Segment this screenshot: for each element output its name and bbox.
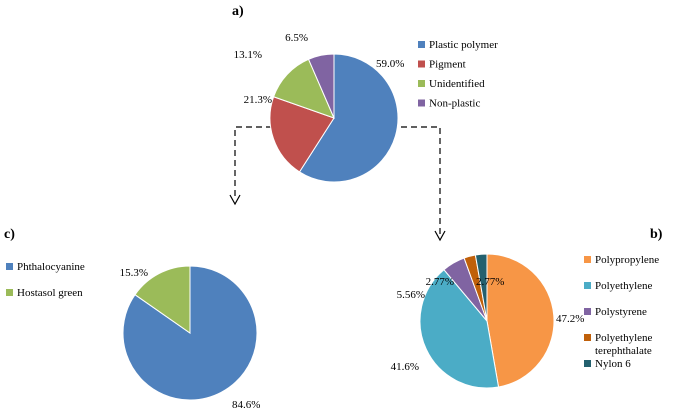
pie-slice-hostasol-green: [134, 265, 191, 334]
data-label-hostasol-green: 15.3%: [120, 267, 148, 279]
data-label-non-plastic: 6.5%: [285, 32, 308, 44]
pie-a: 59.0% 21.3% 13.1% 6.5%: [234, 32, 404, 183]
legend-label-nylon-6: Nylon 6: [595, 358, 631, 370]
legend-label-polyethylene: Polyethylene: [595, 280, 653, 292]
legend-swatch-polypropylene: [584, 256, 591, 263]
pie-slice-phthalocyanine: [122, 265, 258, 401]
arrow-to-c: [234, 126, 272, 200]
data-label-plastic-polymer: 59.0%: [376, 58, 404, 70]
legend-label-non-plastic: Non-plastic: [429, 98, 480, 110]
data-label-unidentified: 13.1%: [234, 49, 262, 61]
panel-label-c: c): [4, 227, 15, 242]
data-label-polyethylene-terephthalate: 2.77%: [426, 276, 454, 288]
legend-label-hostasol-green: Hostasol green: [17, 287, 83, 299]
data-label-pigment: 21.3%: [244, 94, 272, 106]
legend-swatch-phthalocyanine: [6, 263, 13, 270]
legend-swatch-polystyrene: [584, 308, 591, 315]
data-label-nylon-6: 2.77%: [476, 276, 504, 288]
data-label-polyethylene: 41.6%: [391, 361, 419, 373]
pie-slice-pigment: [269, 96, 335, 173]
pie-slice-plastic-polymer: [298, 53, 399, 183]
panel-label-b: b): [650, 227, 663, 242]
legend-label-polystyrene: Polystyrene: [595, 306, 647, 318]
pie-slice-polyethylene: [419, 268, 500, 389]
legend-label-polyethylene-terephthalate: Polyethylene terephthalate: [595, 332, 653, 357]
legend-a: Plastic polymer Pigment Unidentified Non-pl…: [418, 39, 498, 110]
legend-swatch-polyethylene: [584, 282, 591, 289]
legend-c: Phthalocyanine Hostasol green: [6, 261, 85, 299]
pie-slice-nylon-6: [474, 253, 488, 322]
arrowhead-b: [434, 230, 446, 242]
connector-arrows: [229, 126, 446, 242]
legend-swatch-nylon-6: [584, 360, 591, 367]
arrowhead-c: [229, 194, 241, 206]
pie-slice-non-plastic: [307, 53, 335, 119]
arrow-to-b: [401, 126, 441, 236]
legend-label-phthalocyanine: Phthalocyanine: [17, 261, 85, 273]
pie-slice-polypropylene: [486, 253, 555, 388]
legend-label-polypropylene: Polypropylene: [595, 254, 659, 266]
legend-swatch-non-plastic: [418, 99, 425, 107]
data-label-phthalocyanine: 84.6%: [232, 399, 260, 409]
pie-b: 47.2%41.6%5.56%2.77% 2.77%: [391, 253, 584, 389]
legend-label-plastic-polymer: Plastic polymer: [429, 39, 498, 51]
legend-label-unidentified: Unidentified: [429, 78, 485, 90]
data-label-polypropylene: 47.2%: [556, 313, 584, 325]
legend-swatch-unidentified: [418, 80, 425, 87]
panel-label-a: a): [232, 4, 244, 19]
pie-c: 84.6% 15.3%: [120, 265, 260, 409]
legend-swatch-hostasol-green: [6, 289, 13, 296]
legend-swatch-polyethylene-terephthalate: [584, 334, 591, 341]
legend-swatch-plastic-polymer: [418, 41, 425, 48]
legend-label-pigment: Pigment: [429, 59, 466, 71]
legend-b: Polypropylene Polyethylene Polystyrene Poly…: [584, 254, 659, 370]
legend-swatch-pigment: [418, 60, 425, 68]
data-label-polystyrene: 5.56%: [397, 289, 425, 301]
